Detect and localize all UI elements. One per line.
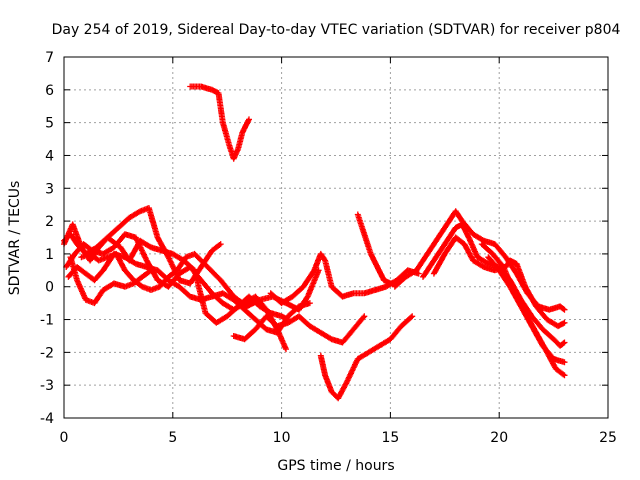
series-pass-k: [354, 211, 400, 287]
series-markers: [354, 211, 400, 287]
x-tick-label: 20: [490, 430, 508, 446]
series-pass-e: [67, 254, 154, 307]
x-tick-label: 5: [168, 430, 177, 446]
chart-title: Day 254 of 2019, Sidereal Day-to-day VTE…: [52, 22, 621, 38]
x-axis-label: GPS time / hours: [277, 458, 394, 474]
y-tick-label: 7: [45, 50, 54, 66]
y-axis-label: SDTVAR / TECUs: [7, 181, 23, 296]
series-markers: [317, 313, 416, 402]
series-pass-i: [267, 250, 422, 307]
x-tick-label: 25: [599, 430, 617, 446]
series-pass-j: [317, 313, 416, 402]
series-markers: [187, 83, 252, 162]
series-pass-h: [230, 313, 368, 346]
series-markers: [485, 254, 568, 366]
plot-frame: [63, 56, 609, 419]
x-tick-label: 15: [381, 430, 399, 446]
data-points: [61, 83, 568, 402]
series-pass-p: [485, 254, 568, 366]
series-pass-g: [187, 83, 252, 162]
grid-lines: [64, 57, 608, 418]
tick-labels: 0 5 10 15 20 25 -4 -3 -2 -1 0 1 2 3 4 5 6 7: [40, 50, 617, 446]
y-tick-label: -4: [40, 411, 54, 427]
y-tick-label: 0: [45, 280, 54, 296]
series-markers: [430, 234, 568, 330]
x-tick-label: 0: [60, 430, 69, 446]
y-tick-label: -2: [40, 345, 54, 361]
y-tick-label: 3: [45, 181, 54, 197]
y-tick-label: -1: [40, 313, 54, 329]
y-tick-label: 2: [45, 214, 54, 230]
series-markers: [67, 254, 154, 307]
y-tick-label: 5: [45, 116, 54, 132]
y-tick-label: -3: [40, 378, 54, 394]
series-markers: [267, 250, 422, 307]
x-tick-label: 10: [273, 430, 291, 446]
y-tick-label: 6: [45, 83, 54, 99]
y-tick-label: 4: [45, 148, 54, 164]
series-markers: [230, 313, 368, 346]
series-pass-n: [430, 234, 568, 330]
y-tick-label: 1: [45, 247, 54, 263]
